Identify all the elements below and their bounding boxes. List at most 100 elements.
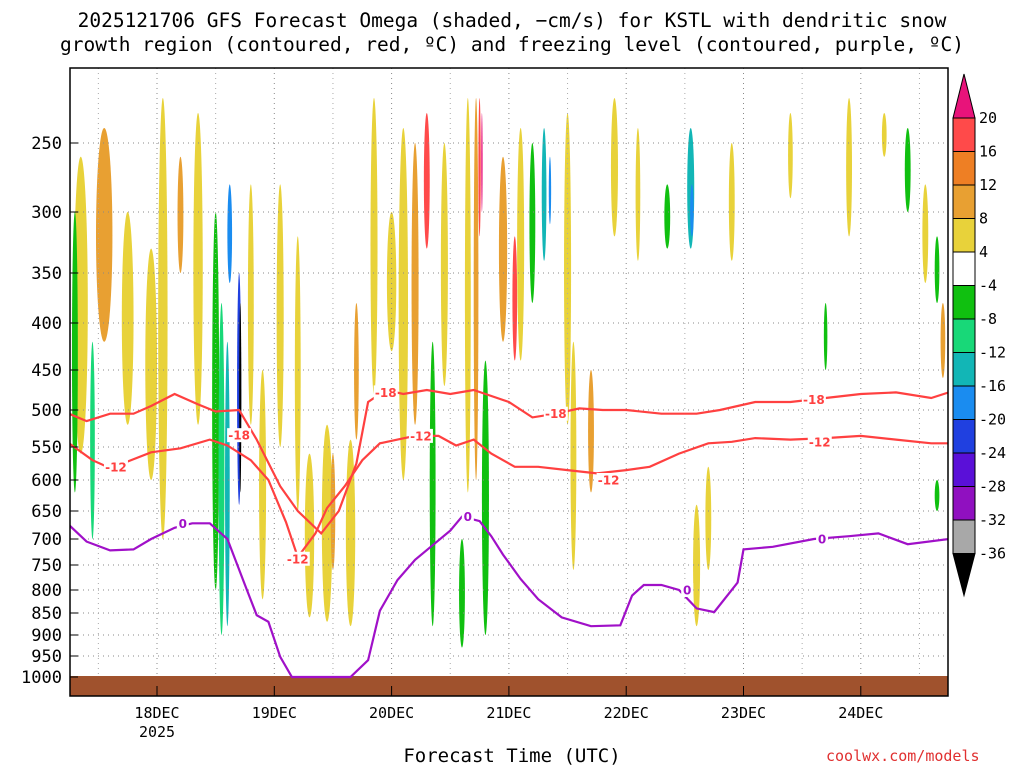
omega-cell (940, 303, 946, 378)
colorbar-label: 8 (979, 210, 988, 228)
omega-shading (71, 98, 946, 648)
dgz-minus18-label: -18 (228, 429, 250, 443)
chart-title-line-1: 2025121706 GFS Forecast Omega (shaded, −… (77, 9, 947, 32)
omega-cell (570, 341, 577, 570)
omega-cell (459, 539, 465, 648)
dgz-minus12-label-bg (103, 459, 128, 474)
omega-cell (588, 370, 594, 493)
omega-cell (481, 113, 483, 212)
omega-cell (687, 128, 695, 249)
omega-cell (664, 184, 671, 249)
freezing-level-label-bg (461, 509, 474, 524)
y-tick-label: 400 (31, 314, 62, 334)
y-axis: 2503003504004505005506006507007508008509… (21, 134, 78, 688)
colorbar-bottom-arrow (952, 553, 976, 598)
omega-cell (934, 480, 940, 511)
omega-cell (512, 236, 518, 361)
x-axis-label: Forecast Time (UTC) (403, 745, 621, 767)
colorbar-top-arrow (952, 73, 976, 119)
omega-cell (529, 143, 536, 303)
omega-cell (225, 341, 230, 627)
x-year-label: 2025 (139, 723, 175, 741)
colorbar-segment (952, 519, 976, 554)
y-tick-label: 450 (31, 361, 62, 381)
omega-cell (145, 248, 157, 480)
y-tick-label: 700 (31, 530, 62, 550)
omega-cell (212, 212, 220, 590)
omega-cell (478, 98, 481, 237)
omega-cell (193, 113, 203, 425)
freezing-level-label: 0 (464, 510, 472, 524)
colorbar-label: -12 (979, 344, 1006, 362)
omega-cell (934, 236, 940, 303)
omega-cell (227, 184, 233, 283)
omega-cell (96, 127, 113, 342)
omega-cell (904, 128, 911, 212)
omega-cell (259, 370, 267, 600)
x-tick-label: 18DEC (134, 704, 179, 722)
x-tick-label: 22DEC (604, 704, 649, 722)
plot-frame (69, 67, 949, 697)
omega-cell (423, 113, 430, 249)
omega-cell (705, 466, 712, 570)
y-tick-label: 950 (31, 647, 62, 667)
omega-cell (121, 212, 134, 425)
dgz-minus18-label: -18 (545, 407, 567, 421)
credit-link[interactable]: coolwx.com/models (826, 747, 980, 765)
colorbar-label: -32 (979, 511, 1006, 529)
y-tick-label: 650 (31, 502, 62, 522)
dgz-minus12-label-bg (596, 473, 621, 487)
freezing-level-label: 0 (683, 584, 691, 598)
omega-cell (370, 98, 378, 394)
colorbar-label: -36 (979, 545, 1006, 563)
colorbar-segment (952, 251, 976, 286)
y-tick-label: 1000 (21, 668, 62, 688)
dgz-minus18-label: -18 (375, 386, 397, 400)
colorbar-segment (952, 285, 976, 320)
omega-cell (276, 184, 284, 447)
omega-cell (498, 156, 508, 342)
contour-lines: -18 -18 -18 -18 -12 -12 -12 -12 -12 0 0 0 0 (70, 385, 948, 679)
y-tick-label: 750 (31, 556, 62, 576)
y-tick-label: 800 (31, 581, 62, 601)
dgz-minus18-label-bg (543, 406, 568, 421)
y-tick-label: 300 (31, 203, 62, 223)
colorbar-label: 12 (979, 176, 997, 194)
omega-cell (548, 156, 552, 225)
colorbar-label: -8 (979, 310, 997, 328)
colorbar-label: -4 (979, 277, 997, 295)
omega-cell (321, 424, 333, 622)
freezing-level-label-bg (176, 516, 189, 531)
omega-cell (158, 98, 168, 539)
dgz-minus12-label: -12 (809, 435, 831, 449)
omega-cell (693, 504, 701, 627)
chart-title-line-2: growth region (contoured, red, ºC) and f… (60, 33, 964, 56)
colorbar-segment (952, 486, 976, 521)
colorbar-segment (952, 117, 976, 152)
omega-cell (922, 184, 929, 283)
omega-cell (481, 360, 489, 635)
omega-cell (386, 212, 397, 352)
omega-cell (610, 98, 618, 237)
colorbar-label: 4 (979, 243, 988, 261)
dgz-minus12-label: -12 (598, 474, 620, 488)
colorbar-segment (952, 352, 976, 387)
freezing-level-label-bg (816, 532, 829, 546)
omega-cell (728, 143, 735, 261)
omega-cell (846, 98, 853, 237)
omega-cell (823, 303, 828, 370)
colorbar-label: 20 (979, 109, 997, 127)
omega-cell (218, 303, 225, 635)
omega-cell (354, 303, 359, 440)
x-tick-label: 24DEC (838, 704, 883, 722)
colorbar-label: -28 (979, 478, 1006, 496)
omega-cell (90, 341, 95, 539)
dgz-minus18-label-bg (801, 392, 826, 407)
dgz-minus12-label-bg (807, 434, 832, 449)
omega-cell (788, 113, 793, 199)
omega-cell (464, 98, 471, 493)
omega-cell (330, 453, 336, 570)
grid-lines (78, 68, 948, 686)
dgz-minus18-contour (70, 388, 948, 536)
